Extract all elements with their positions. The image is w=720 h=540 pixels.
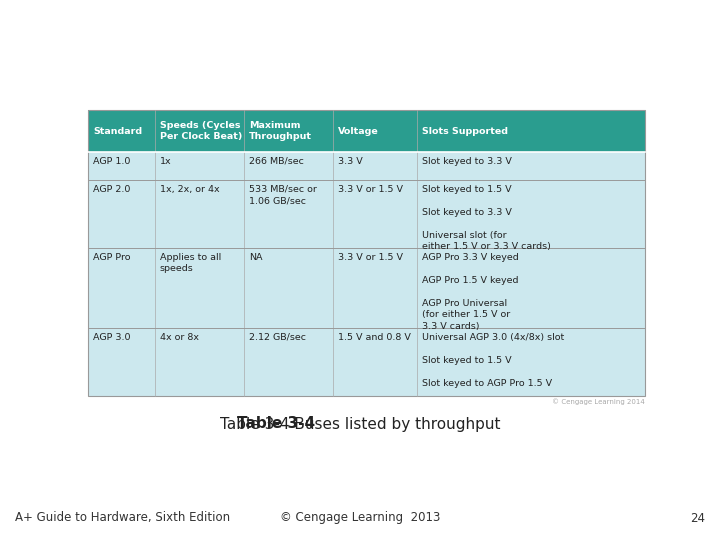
Text: 4x or 8x: 4x or 8x [160,333,199,342]
Text: Table 3-4: Table 3-4 [237,416,315,431]
Text: 3.3 V or 1.5 V: 3.3 V or 1.5 V [338,253,403,262]
Text: Maximum
Throughput: Maximum Throughput [249,121,312,141]
Bar [88,110,155,152]
Text: 24: 24 [690,511,705,524]
Text: 533 MB/sec or
1.06 GB/sec: 533 MB/sec or 1.06 GB/sec [249,185,317,205]
Text: Speeds (Cycles
Per Clock Beat): Speeds (Cycles Per Clock Beat) [160,121,242,141]
Text: 3.3 V: 3.3 V [338,157,363,166]
Text: Slot keyed to 1.5 V

Slot keyed to 3.3 V

Universal slot (for
either 1.5 V or 3.: Slot keyed to 1.5 V Slot keyed to 3.3 V … [422,185,551,251]
Text: Slot keyed to 3.3 V: Slot keyed to 3.3 V [422,157,511,166]
Text: 1x, 2x, or 4x: 1x, 2x, or 4x [160,185,220,194]
Text: © Cengage Learning  2013: © Cengage Learning 2013 [280,511,440,524]
Text: 1x: 1x [160,157,171,166]
Text: Voltage: Voltage [338,126,379,136]
Bar [88,110,645,396]
Text: AGP 3.0: AGP 3.0 [93,333,130,342]
Text: © Cengage Learning 2014: © Cengage Learning 2014 [552,398,645,404]
Text: Slots Supported: Slots Supported [422,126,508,136]
Text: 266 MB/sec: 266 MB/sec [249,157,304,166]
Text: 2.12 GB/sec: 2.12 GB/sec [249,333,306,342]
Text: 1.5 V and 0.8 V: 1.5 V and 0.8 V [338,333,411,342]
Text: Universal AGP 3.0 (4x/8x) slot

Slot keyed to 1.5 V

Slot keyed to AGP Pro 1.5 V: Universal AGP 3.0 (4x/8x) slot Slot keye… [422,333,564,388]
Text: 3.3 V or 1.5 V: 3.3 V or 1.5 V [338,185,403,194]
Bar [155,110,244,152]
Bar [417,110,645,152]
Text: Standard: Standard [93,126,142,136]
Bar [244,110,333,152]
Text: NA: NA [249,253,263,262]
Text: Table 3-4 Buses listed by throughput: Table 3-4 Buses listed by throughput [220,416,500,431]
Bar [88,110,645,396]
Text: AGP 1.0: AGP 1.0 [93,157,130,166]
Text: AGP Pro 3.3 V keyed

AGP Pro 1.5 V keyed

AGP Pro Universal
(for either 1.5 V or: AGP Pro 3.3 V keyed AGP Pro 1.5 V keyed … [422,253,518,330]
Text: Applies to all
speeds: Applies to all speeds [160,253,221,273]
Bar [333,110,417,152]
Text: A+ Guide to Hardware, Sixth Edition: A+ Guide to Hardware, Sixth Edition [15,511,230,524]
Text: AGP Pro: AGP Pro [93,253,130,262]
Text: AGP 2.0: AGP 2.0 [93,185,130,194]
